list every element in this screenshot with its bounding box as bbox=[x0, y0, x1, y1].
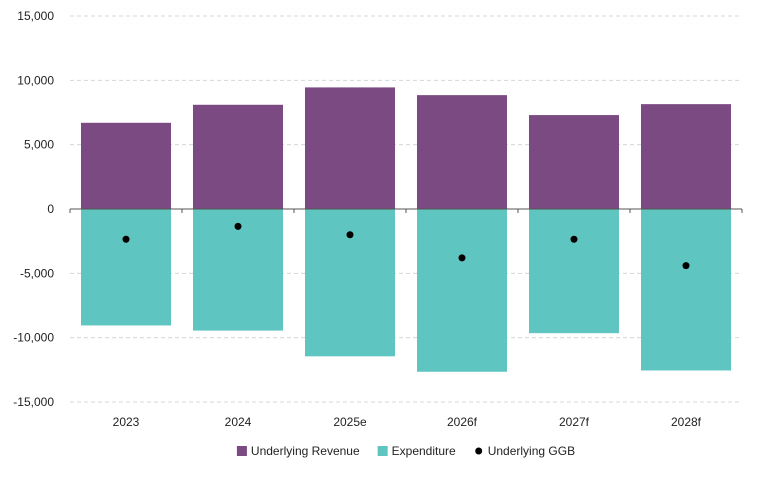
legend-swatch-underlying-revenue bbox=[236, 446, 247, 456]
bar-underlying-revenue-2023 bbox=[81, 122, 171, 209]
bar-expenditure-2023 bbox=[81, 209, 171, 326]
bar-underlying-revenue-2026f bbox=[417, 95, 507, 209]
x-tick-label: 2026f bbox=[447, 415, 478, 429]
bar-expenditure-2025e bbox=[305, 209, 395, 357]
point-underlying-ggb-2027f bbox=[570, 235, 578, 243]
axis-layer: 15,000 10,000 5,000 0 -5,000 -10,000 -15,000 20… bbox=[13, 9, 743, 429]
bar-expenditure-2027f bbox=[529, 209, 619, 334]
point-underlying-ggb-2023 bbox=[122, 235, 130, 243]
x-tick-label: 2023 bbox=[113, 415, 140, 429]
bar-underlying-revenue-2027f bbox=[529, 115, 619, 209]
bar-expenditure-2028f bbox=[641, 209, 731, 371]
y-tick-label: 15,000 bbox=[17, 9, 54, 23]
bar-expenditure-2026f bbox=[417, 209, 507, 372]
legend-label-underlying-revenue: Underlying Revenue bbox=[251, 444, 360, 458]
bar-underlying-revenue-2025e bbox=[305, 87, 395, 209]
y-tick-label: 10,000 bbox=[17, 73, 54, 87]
y-tick-label: -5,000 bbox=[20, 266, 54, 280]
point-underlying-ggb-2025e bbox=[346, 231, 354, 239]
y-tick-label: 0 bbox=[47, 202, 54, 216]
point-underlying-ggb-2028f bbox=[682, 262, 690, 270]
bar-underlying-revenue-2028f bbox=[641, 104, 731, 209]
y-tick-label: -10,000 bbox=[13, 331, 54, 345]
grid-layer bbox=[70, 15, 742, 403]
x-tick-label: 2027f bbox=[559, 415, 590, 429]
points-layer bbox=[122, 222, 690, 270]
point-underlying-ggb-2024 bbox=[234, 222, 242, 230]
y-tick-label: 5,000 bbox=[24, 138, 54, 152]
legend-label-expenditure: Expenditure bbox=[392, 444, 456, 458]
x-tick-label: 2028f bbox=[671, 415, 702, 429]
point-underlying-ggb-2026f bbox=[458, 254, 466, 262]
x-tick-label: 2024 bbox=[225, 415, 252, 429]
legend-swatch-expenditure bbox=[377, 446, 388, 456]
x-tick-label: 2025e bbox=[333, 415, 367, 429]
bar-underlying-revenue-2024 bbox=[193, 104, 283, 209]
y-tick-label: -15,000 bbox=[13, 395, 54, 409]
legend: Underlying Revenue Expenditure Underlying … bbox=[236, 444, 575, 458]
bars-layer bbox=[81, 87, 731, 372]
legend-swatch-underlying-ggb bbox=[475, 447, 483, 455]
legend-label-underlying-ggb: Underlying GGB bbox=[488, 444, 575, 458]
